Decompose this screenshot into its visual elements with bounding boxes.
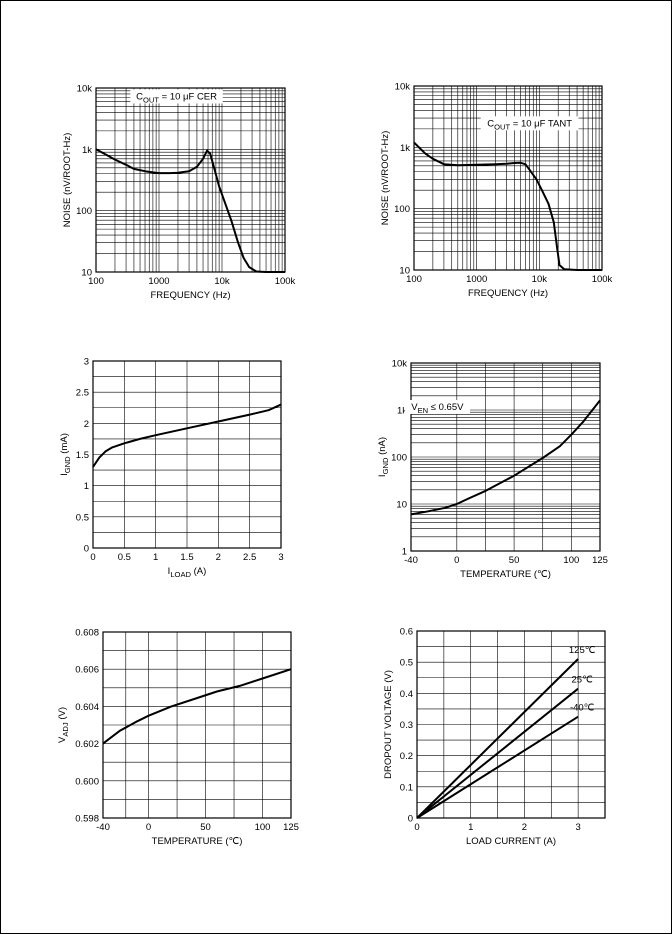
plot-frame bbox=[95, 87, 286, 273]
x-tick-label: 10k bbox=[532, 274, 548, 285]
series-line bbox=[416, 687, 579, 819]
x-tick-label: -40 bbox=[404, 555, 418, 566]
annotation-bg bbox=[130, 89, 223, 104]
y-tick-label: 10k bbox=[392, 359, 408, 370]
x-axis-label: ILOAD (A) bbox=[168, 566, 207, 579]
y-tick-label: 10k bbox=[395, 82, 411, 93]
x-tick-label: 0.5 bbox=[118, 552, 131, 563]
x-tick-label: 100 bbox=[88, 276, 104, 287]
y-tick-label: 100 bbox=[394, 204, 410, 215]
x-tick-label: 1 bbox=[468, 822, 473, 833]
x-tick-label: 0 bbox=[90, 552, 95, 563]
y-tick-label: 0 bbox=[84, 544, 89, 555]
y-tick-label: 0.6 bbox=[400, 627, 413, 638]
y-tick-label: 1 bbox=[402, 547, 407, 558]
plot-frame bbox=[416, 630, 606, 819]
plot-frame bbox=[92, 360, 282, 549]
series-line bbox=[416, 658, 579, 819]
x-tick-label: 1.5 bbox=[180, 552, 193, 563]
series-line bbox=[95, 148, 285, 273]
y-tick-label: 1k bbox=[82, 145, 92, 156]
series-label: -40℃ bbox=[570, 703, 595, 714]
y-tick-label: 0.3 bbox=[400, 720, 413, 731]
x-tick-label: 125 bbox=[283, 822, 299, 833]
plot-frame bbox=[413, 85, 603, 271]
x-axis-label: FREQUENCY (Hz) bbox=[150, 290, 230, 301]
series-line bbox=[416, 715, 579, 819]
y-tick-label: 10 bbox=[399, 266, 410, 277]
y-tick-label: 0.1 bbox=[400, 782, 413, 793]
x-tick-label: 1000 bbox=[148, 276, 169, 287]
y-tick-label: 0.2 bbox=[400, 751, 413, 762]
y-tick-label: 0.598 bbox=[75, 814, 99, 825]
x-axis-label: TEMPERATURE (℃) bbox=[152, 836, 243, 847]
y-tick-label: 100 bbox=[76, 206, 92, 217]
y-tick-label: 3 bbox=[84, 357, 89, 368]
y-tick-label: 0.604 bbox=[75, 702, 99, 713]
y-axis-label: VADJ (V) bbox=[57, 707, 70, 743]
x-tick-label: 2 bbox=[216, 552, 221, 563]
y-tick-label: 10k bbox=[77, 84, 93, 95]
y-tick-label: 0 bbox=[408, 814, 413, 825]
y-axis-label: DROPOUT VOLTAGE (V) bbox=[383, 670, 394, 779]
annotation-bg bbox=[480, 116, 579, 131]
x-tick-label: 0 bbox=[414, 822, 419, 833]
x-tick-label: 125 bbox=[592, 555, 608, 566]
plot-frame bbox=[410, 362, 601, 552]
y-tick-label: 0.600 bbox=[75, 776, 99, 787]
x-tick-label: 1000 bbox=[466, 274, 487, 285]
x-tick-label: 100k bbox=[592, 274, 613, 285]
x-axis-label: LOAD CURRENT (A) bbox=[466, 836, 556, 847]
y-tick-label: 1k bbox=[400, 143, 410, 154]
y-tick-label: 0.5 bbox=[400, 658, 413, 669]
x-tick-label: 0 bbox=[454, 555, 459, 566]
x-tick-label: 3 bbox=[575, 822, 580, 833]
y-tick-label: 2 bbox=[84, 419, 89, 430]
y-tick-label: 0.608 bbox=[75, 628, 99, 639]
series-line bbox=[92, 403, 282, 468]
series-line bbox=[102, 668, 292, 745]
y-axis-label: NOISE (nV/ROOT-Hz) bbox=[62, 133, 73, 227]
x-axis-label: TEMPERATURE (℃) bbox=[460, 569, 551, 580]
x-axis-label: FREQUENCY (Hz) bbox=[468, 288, 548, 299]
x-tick-label: 100k bbox=[275, 276, 296, 287]
y-tick-label: 100 bbox=[391, 453, 407, 464]
x-tick-label: 100 bbox=[406, 274, 422, 285]
annotation-label: COUT = 10 μF TANT bbox=[487, 118, 572, 131]
y-axis-label: NOISE (nV/ROOT-Hz) bbox=[380, 131, 391, 225]
y-tick-label: 1.5 bbox=[76, 450, 89, 461]
series-label: 25℃ bbox=[572, 675, 594, 686]
x-tick-label: 50 bbox=[509, 555, 520, 566]
x-tick-label: -40 bbox=[96, 822, 110, 833]
series-line bbox=[410, 399, 601, 516]
y-tick-label: 0.4 bbox=[400, 689, 413, 700]
x-tick-label: 50 bbox=[200, 822, 211, 833]
series-line bbox=[413, 141, 602, 271]
y-tick-label: 2.5 bbox=[76, 388, 89, 399]
x-tick-label: 1 bbox=[153, 552, 158, 563]
y-tick-label: 1k bbox=[397, 406, 407, 417]
x-tick-label: 10k bbox=[214, 276, 230, 287]
annotation-label: COUT = 10 μF CER bbox=[136, 91, 217, 104]
y-tick-label: 1 bbox=[84, 481, 89, 492]
x-tick-label: 100 bbox=[563, 555, 579, 566]
x-tick-label: 2.5 bbox=[243, 552, 256, 563]
y-tick-label: 0.606 bbox=[75, 665, 99, 676]
x-tick-label: 0 bbox=[146, 822, 151, 833]
y-tick-label: 10 bbox=[396, 500, 407, 511]
y-axis-label: IGND (mA) bbox=[59, 433, 72, 476]
y-tick-label: 10 bbox=[81, 268, 92, 279]
series-label: 125℃ bbox=[569, 645, 596, 656]
x-tick-label: 100 bbox=[255, 822, 271, 833]
annotation-bg bbox=[404, 400, 471, 414]
plot-frame bbox=[102, 631, 292, 819]
y-tick-label: 0.5 bbox=[76, 512, 89, 523]
x-tick-label: 2 bbox=[522, 822, 527, 833]
y-axis-label: IGND (nA) bbox=[377, 437, 390, 477]
annotation-label: VEN ≤ 0.65V bbox=[411, 402, 464, 415]
x-tick-label: 3 bbox=[278, 552, 283, 563]
y-tick-label: 0.602 bbox=[75, 739, 99, 750]
